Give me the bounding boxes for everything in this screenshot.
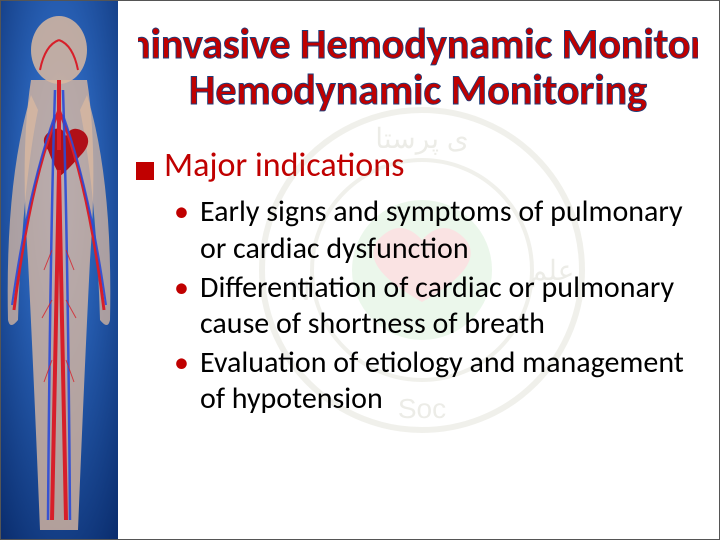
section: Major indications Early signs and sympto…	[128, 145, 708, 418]
list-item-text: Evaluation of etiology and management of…	[200, 344, 684, 418]
title-line-2: Hemodynamic Monitoring	[189, 65, 647, 116]
square-bullet-icon	[136, 162, 154, 180]
content-area: ی پرستا علم Soc N Noninvasive Hemodynami…	[118, 0, 720, 540]
title-line: Noninvasive Hemodynamic Monitoring	[138, 19, 698, 70]
bullet-list: Early signs and symptoms of pulmonary or…	[136, 194, 708, 418]
list-item: Differentiation of cardiac or pulmonary …	[174, 270, 708, 343]
section-header: Major indications	[164, 145, 404, 186]
section-header-row: Major indications	[136, 145, 708, 186]
left-anatomy-image	[0, 0, 118, 540]
list-item: Evaluation of etiology and management of…	[174, 345, 708, 418]
slide-title: Noninvasive Hemodynamic Monitoring Hemod…	[128, 18, 708, 127]
list-item: Early signs and symptoms of pulmonary or…	[174, 194, 708, 267]
list-item-text: Differentiation of cardiac or pulmonary …	[200, 269, 674, 343]
title-text-svg: Noninvasive Hemodynamic Monitoring Hemod…	[138, 18, 698, 118]
slide: ی پرستا علم Soc N Noninvasive Hemodynami…	[0, 0, 720, 540]
list-item-text: Early signs and symptoms of pulmonary or…	[200, 193, 683, 267]
